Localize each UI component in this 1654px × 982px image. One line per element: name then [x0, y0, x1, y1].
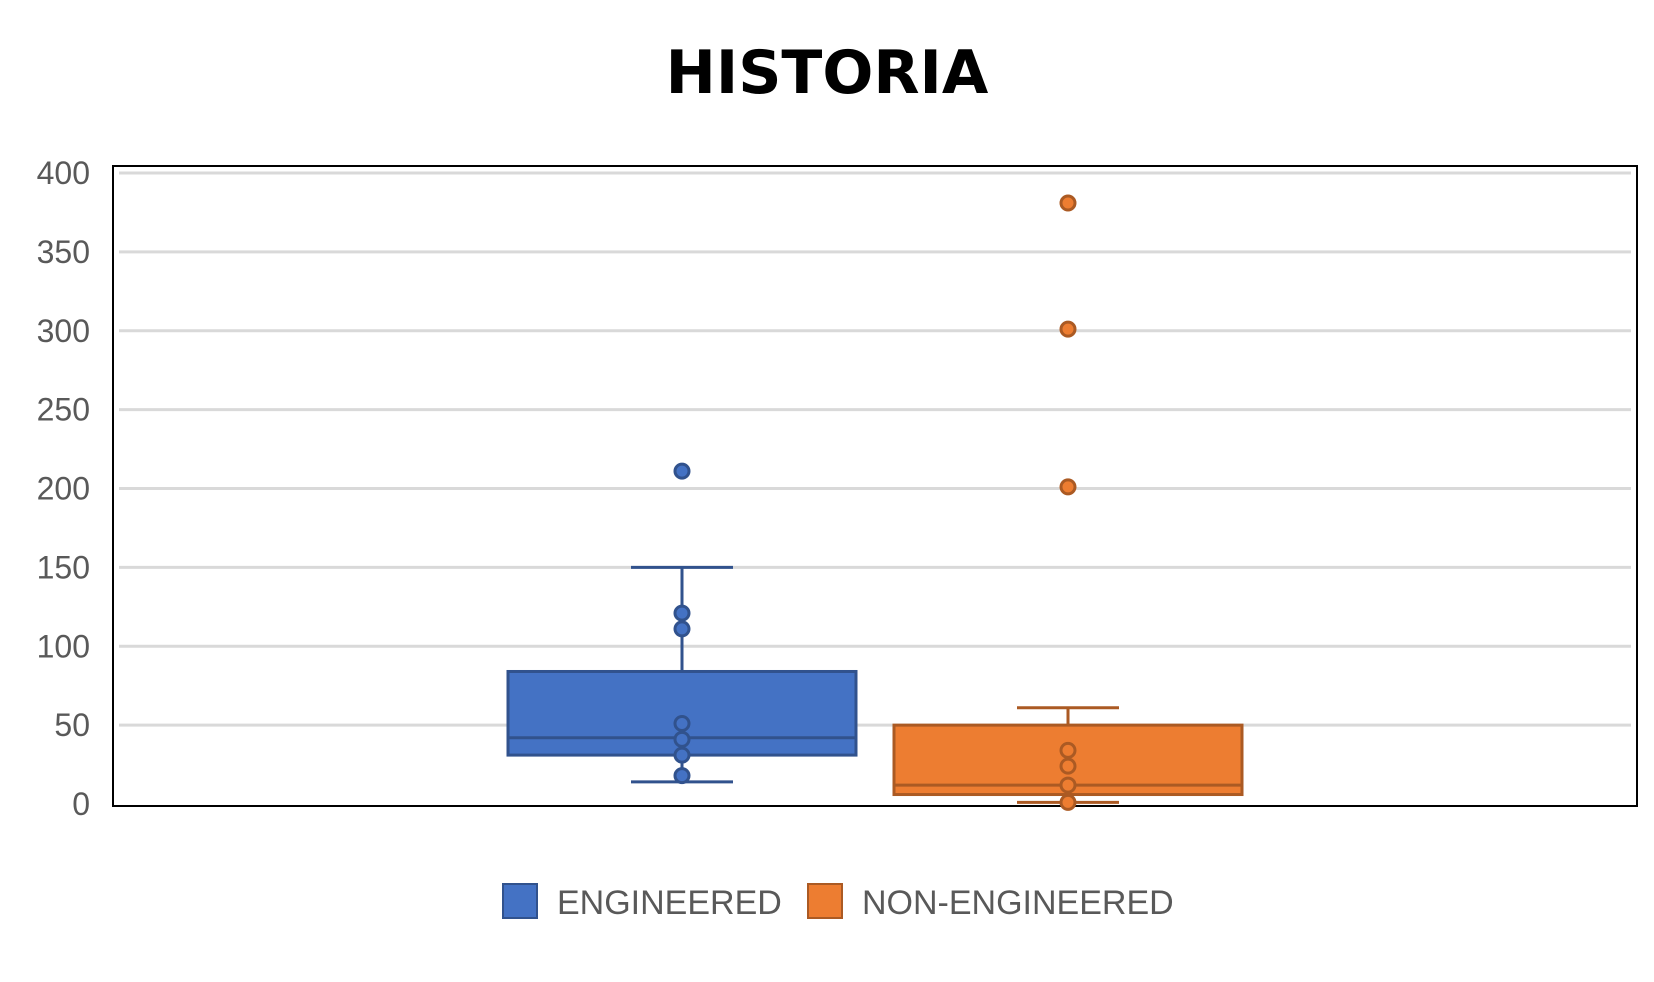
data-point — [1059, 793, 1077, 811]
series — [506, 194, 1244, 811]
y-tick-label: 300 — [37, 313, 90, 349]
chart-title: HISTORIA — [665, 38, 989, 108]
data-point — [673, 730, 691, 748]
y-tick-label: 50 — [54, 707, 90, 743]
outlier-point — [1059, 478, 1077, 496]
data-point — [673, 715, 691, 733]
gridlines — [119, 171, 1631, 727]
data-point — [1059, 757, 1077, 775]
y-tick-label: 400 — [37, 155, 90, 191]
outlier-point — [1059, 320, 1077, 338]
data-point — [1059, 741, 1077, 759]
data-point — [1059, 776, 1077, 794]
outlier-point — [1059, 194, 1077, 212]
y-tick-label: 100 — [37, 628, 90, 664]
outlier-point — [673, 462, 691, 480]
plot-area-border — [112, 165, 1638, 807]
y-tick-label: 250 — [37, 392, 90, 428]
legend: ENGINEERED NON-ENGINEERED — [502, 883, 1174, 922]
series-engineered — [506, 462, 858, 785]
legend-swatch — [502, 883, 538, 919]
legend-swatch — [807, 883, 843, 919]
y-tick-label: 200 — [37, 471, 90, 507]
series-non-engineered — [892, 194, 1244, 811]
data-point — [673, 620, 691, 638]
data-point — [673, 746, 691, 764]
legend-label: NON-ENGINEERED — [862, 884, 1174, 922]
legend-label: ENGINEERED — [557, 884, 782, 922]
y-tick-label: 0 — [72, 786, 90, 822]
y-axis-ticks: 0 50 100 150 200 250 300 350 400 — [37, 155, 90, 822]
data-point — [673, 604, 691, 622]
data-point — [673, 767, 691, 785]
y-tick-label: 350 — [37, 234, 90, 270]
y-tick-label: 150 — [37, 549, 90, 585]
